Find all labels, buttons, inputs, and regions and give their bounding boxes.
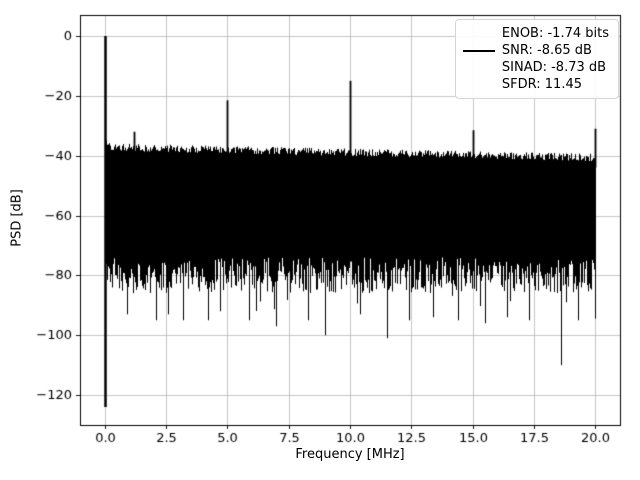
legend-row-sfdr: SFDR: 11.45: [463, 76, 609, 93]
legend-label-snr: SNR: -8.65 dB: [501, 43, 592, 58]
legend-label-enob: ENOB: -1.74 bits: [501, 26, 609, 41]
y-axis-label: PSD [dB]: [9, 189, 25, 247]
legend-label-sfdr: SFDR: 11.45: [501, 77, 582, 92]
legend: ENOB: -1.74 bits SNR: -8.65 dB SINAD: -8…: [454, 19, 619, 99]
legend-row-enob: ENOB: -1.74 bits: [463, 25, 609, 42]
legend-line-sample: [462, 49, 495, 52]
legend-label-sinad: SINAD: -8.73 dB: [501, 60, 607, 75]
legend-row-snr: SNR: -8.65 dB: [462, 42, 609, 59]
x-axis-label: Frequency [MHz]: [295, 447, 405, 462]
legend-row-sinad: SINAD: -8.73 dB: [463, 59, 609, 76]
